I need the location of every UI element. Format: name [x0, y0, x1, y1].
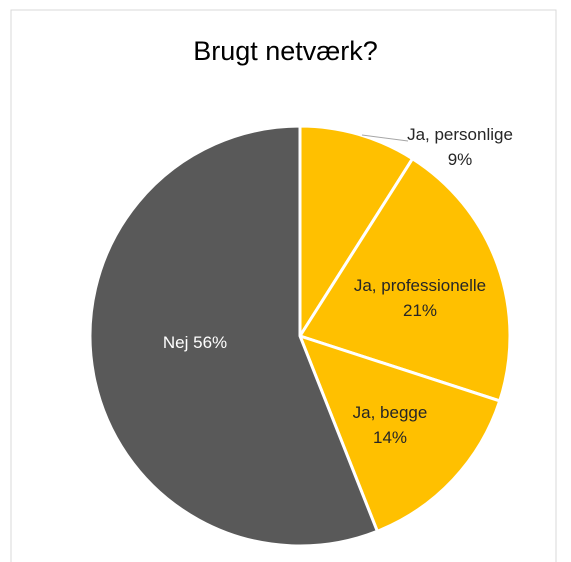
value-label: 14% [372, 428, 408, 447]
pie-slice [88, 124, 380, 548]
category-label: Ja, begge [352, 403, 428, 422]
value-label: 21% [402, 301, 438, 320]
category-label: Nej [162, 333, 189, 352]
data-label: Ja, personlige 9% [405, 122, 515, 172]
pie-slice [297, 156, 512, 403]
leader-line [361, 134, 409, 142]
category-label: Ja, professionelle [353, 276, 487, 295]
chart-border [10, 9, 557, 562]
pie-slice [298, 124, 415, 342]
data-label: Ja, begge 14% [330, 400, 450, 450]
pie-slice [297, 333, 502, 534]
data-label: Nej 56% [130, 330, 260, 355]
data-label: Ja, professionelle 21% [320, 273, 520, 323]
value-label: 56% [193, 333, 228, 352]
category-label: Ja, personlige [407, 125, 513, 144]
value-label: 9% [447, 150, 473, 169]
chart-title: Brugt netværk? [193, 36, 378, 66]
